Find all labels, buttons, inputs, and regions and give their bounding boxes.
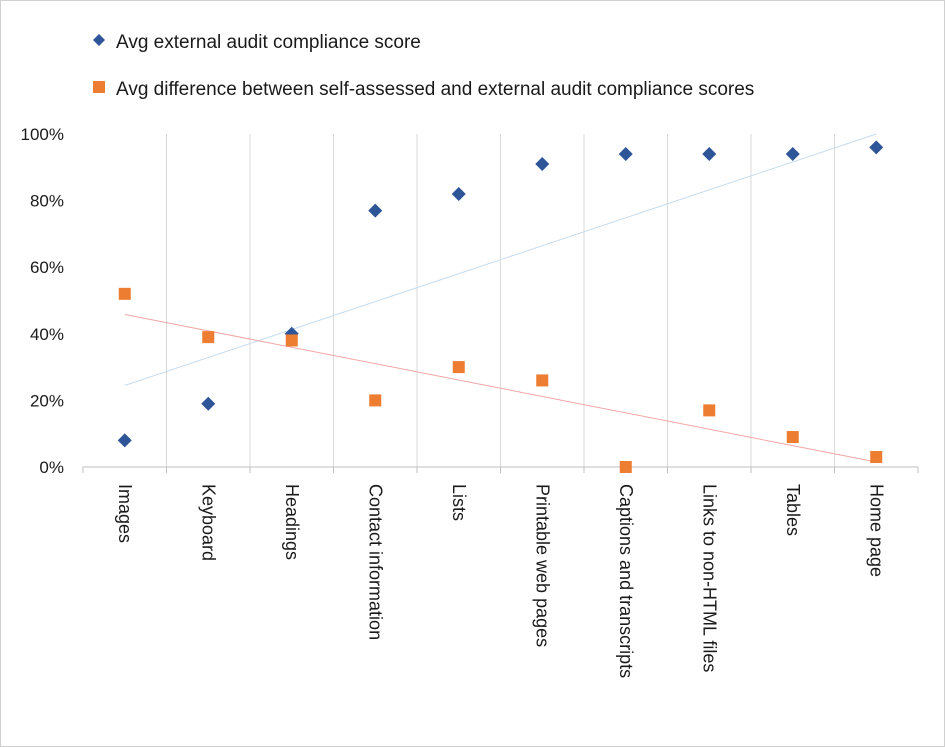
data-point-square — [870, 451, 882, 463]
y-tick-label: 20% — [30, 391, 64, 410]
data-point-square — [703, 404, 715, 416]
data-point-square — [453, 361, 465, 373]
legend: Avg external audit compliance score Avg … — [93, 32, 754, 100]
data-point-diamond — [619, 147, 633, 161]
legend-item-external-score: Avg external audit compliance score — [93, 32, 421, 53]
category-label: Captions and transcripts — [616, 484, 636, 678]
y-tick-label: 40% — [30, 325, 64, 344]
legend-label-difference: Avg difference between self-assessed and… — [116, 79, 754, 100]
category-label: Lists — [449, 484, 469, 521]
data-point-diamond — [869, 140, 883, 154]
data-point-diamond — [535, 157, 549, 171]
y-tick-label: 0% — [39, 458, 64, 477]
data-point-square — [787, 431, 799, 443]
category-label: Printable web pages — [532, 484, 552, 647]
data-point-square — [620, 461, 632, 473]
data-point-diamond — [368, 204, 382, 218]
data-point-square — [536, 374, 548, 386]
category-label: Contact information — [365, 484, 385, 640]
data-point-diamond — [786, 147, 800, 161]
category-label: Keyboard — [198, 484, 218, 561]
data-point-square — [286, 334, 298, 346]
data-point-diamond — [118, 433, 132, 447]
y-tick-label: 100% — [21, 125, 64, 144]
data-point-square — [369, 394, 381, 406]
category-label: Home page — [866, 484, 886, 577]
data-point-diamond — [201, 397, 215, 411]
data-point-square — [202, 331, 214, 343]
legend-item-difference: Avg difference between self-assessed and… — [93, 79, 754, 100]
y-tick-label: 60% — [30, 258, 64, 277]
data-point-square — [119, 288, 131, 300]
category-label: Links to non-HTML files — [699, 484, 719, 672]
data-point-diamond — [452, 187, 466, 201]
data-point-diamond — [702, 147, 716, 161]
category-label: Images — [115, 484, 135, 543]
plot-area: 0% 20% 40% 60% 80% 100% Images Keyboard Headings… — [21, 125, 918, 678]
category-label: Tables — [783, 484, 803, 536]
legend-label-external-score: Avg external audit compliance score — [116, 32, 421, 53]
category-label: Headings — [282, 484, 302, 560]
chart-canvas: Avg external audit compliance score Avg … — [0, 0, 945, 747]
legend-diamond-marker — [93, 34, 105, 46]
y-tick-label: 80% — [30, 192, 64, 211]
legend-square-marker — [93, 81, 105, 93]
